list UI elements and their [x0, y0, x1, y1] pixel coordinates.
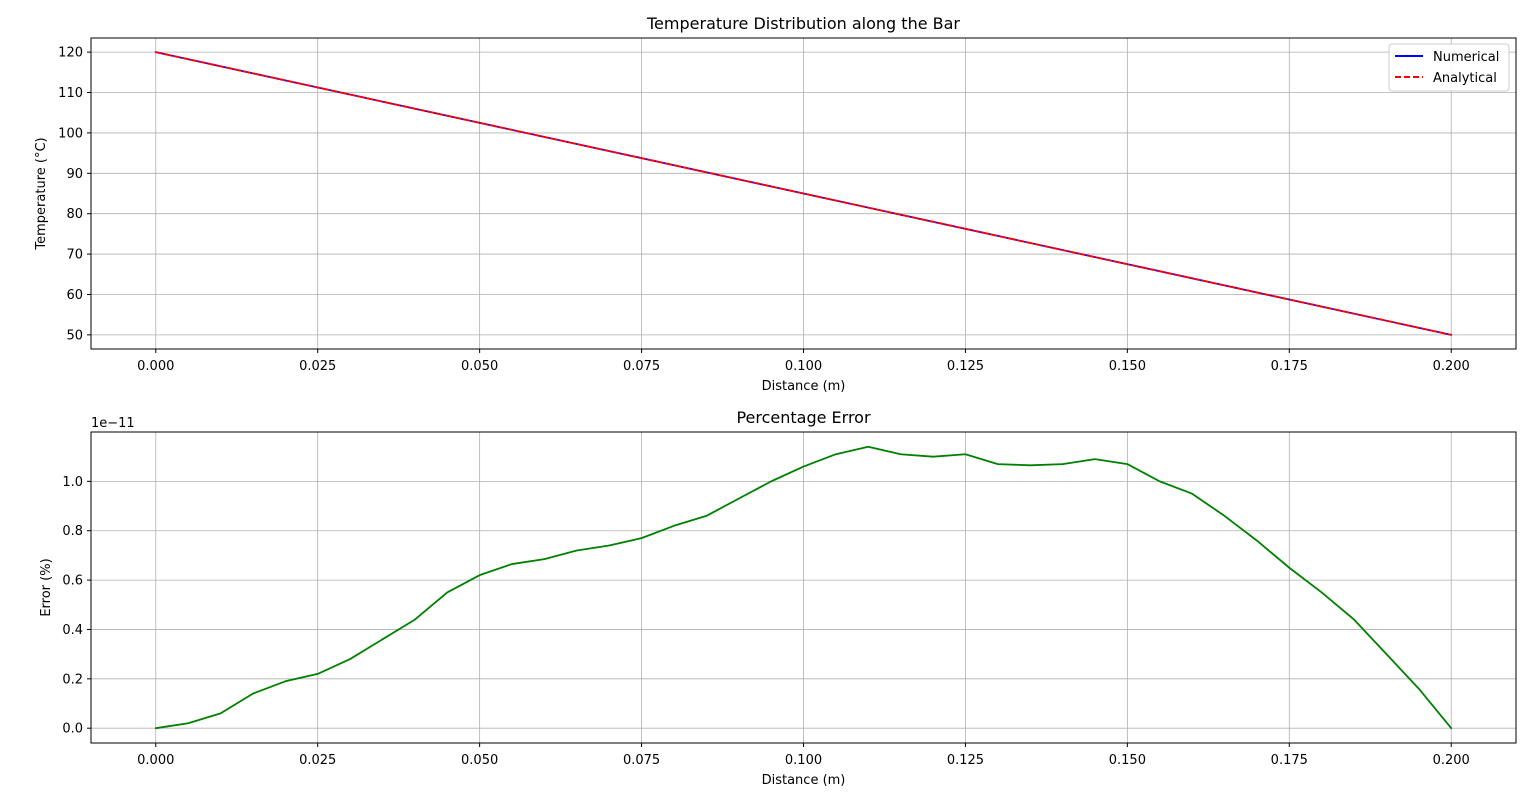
legend-label-numerical: Numerical — [1433, 50, 1499, 65]
temperature-y-tick-label: 50 — [66, 328, 83, 343]
temperature-x-tick-label: 0.125 — [947, 359, 984, 374]
error-x-tick-label: 0.175 — [1271, 753, 1308, 768]
temperature-y-tick-label: 110 — [58, 86, 83, 101]
error-x-tick-label: 0.050 — [461, 753, 498, 768]
temperature-y-axis-label: Temperature (°C) — [34, 137, 49, 250]
error-y-tick-label: 0.8 — [62, 524, 83, 539]
error-x-tick-label: 0.025 — [299, 753, 336, 768]
error-chart: Percentage Error 1e−11 0.000 0.025 0.050 0.… — [39, 408, 1517, 788]
error-x-tick-label: 0.125 — [947, 753, 984, 768]
temperature-x-tick-label: 0.175 — [1271, 359, 1308, 374]
error-series-line-0 — [154, 445, 1453, 730]
temperature-x-tick-label: 0.050 — [461, 359, 498, 374]
error-y-axis-label: Error (%) — [39, 558, 54, 616]
error-offset-text: 1e−11 — [91, 416, 135, 431]
temperature-x-axis-label: Distance (m) — [762, 379, 846, 394]
temperature-series-line-analytical — [154, 51, 1453, 336]
temperature-x-tick-label: 0.150 — [1109, 359, 1146, 374]
temperature-y-tick-label: 90 — [66, 167, 83, 182]
error-chart-title: Percentage Error — [736, 408, 871, 427]
temperature-x-tick-label: 0.200 — [1433, 359, 1470, 374]
error-y-tick-label: 0.2 — [62, 672, 83, 687]
error-x-tick-label: 0.000 — [137, 753, 174, 768]
temperature-y-tick-label: 80 — [66, 207, 83, 222]
temperature-y-tick-label: 100 — [58, 126, 83, 141]
temperature-x-tick-label: 0.025 — [299, 359, 336, 374]
temperature-chart-title: Temperature Distribution along the Bar — [646, 14, 960, 33]
error-x-tick-label: 0.075 — [623, 753, 660, 768]
temperature-y-tick-label: 120 — [58, 46, 83, 61]
error-y-tick-label: 0.4 — [62, 623, 83, 638]
error-x-tick-label: 0.150 — [1109, 753, 1146, 768]
legend-label-analytical: Analytical — [1433, 71, 1497, 86]
error-y-tick-label: 0.6 — [62, 574, 83, 589]
temperature-y-tick-label: 60 — [66, 288, 83, 303]
temperature-chart: Temperature Distribution along the Bar 0… — [34, 14, 1517, 394]
error-x-tick-label: 0.100 — [785, 753, 822, 768]
temperature-legend: Numerical Analytical — [1388, 43, 1510, 92]
error-y-tick-label: 0.0 — [62, 722, 83, 737]
temperature-x-tick-label: 0.100 — [785, 359, 822, 374]
error-x-tick-label: 0.200 — [1433, 753, 1470, 768]
error-x-axis-label: Distance (m) — [762, 773, 846, 788]
temperature-x-tick-label: 0.075 — [623, 359, 660, 374]
error-y-tick-label: 1.0 — [62, 475, 83, 490]
temperature-x-tick-label: 0.000 — [137, 359, 174, 374]
temperature-y-tick-label: 70 — [66, 248, 83, 263]
